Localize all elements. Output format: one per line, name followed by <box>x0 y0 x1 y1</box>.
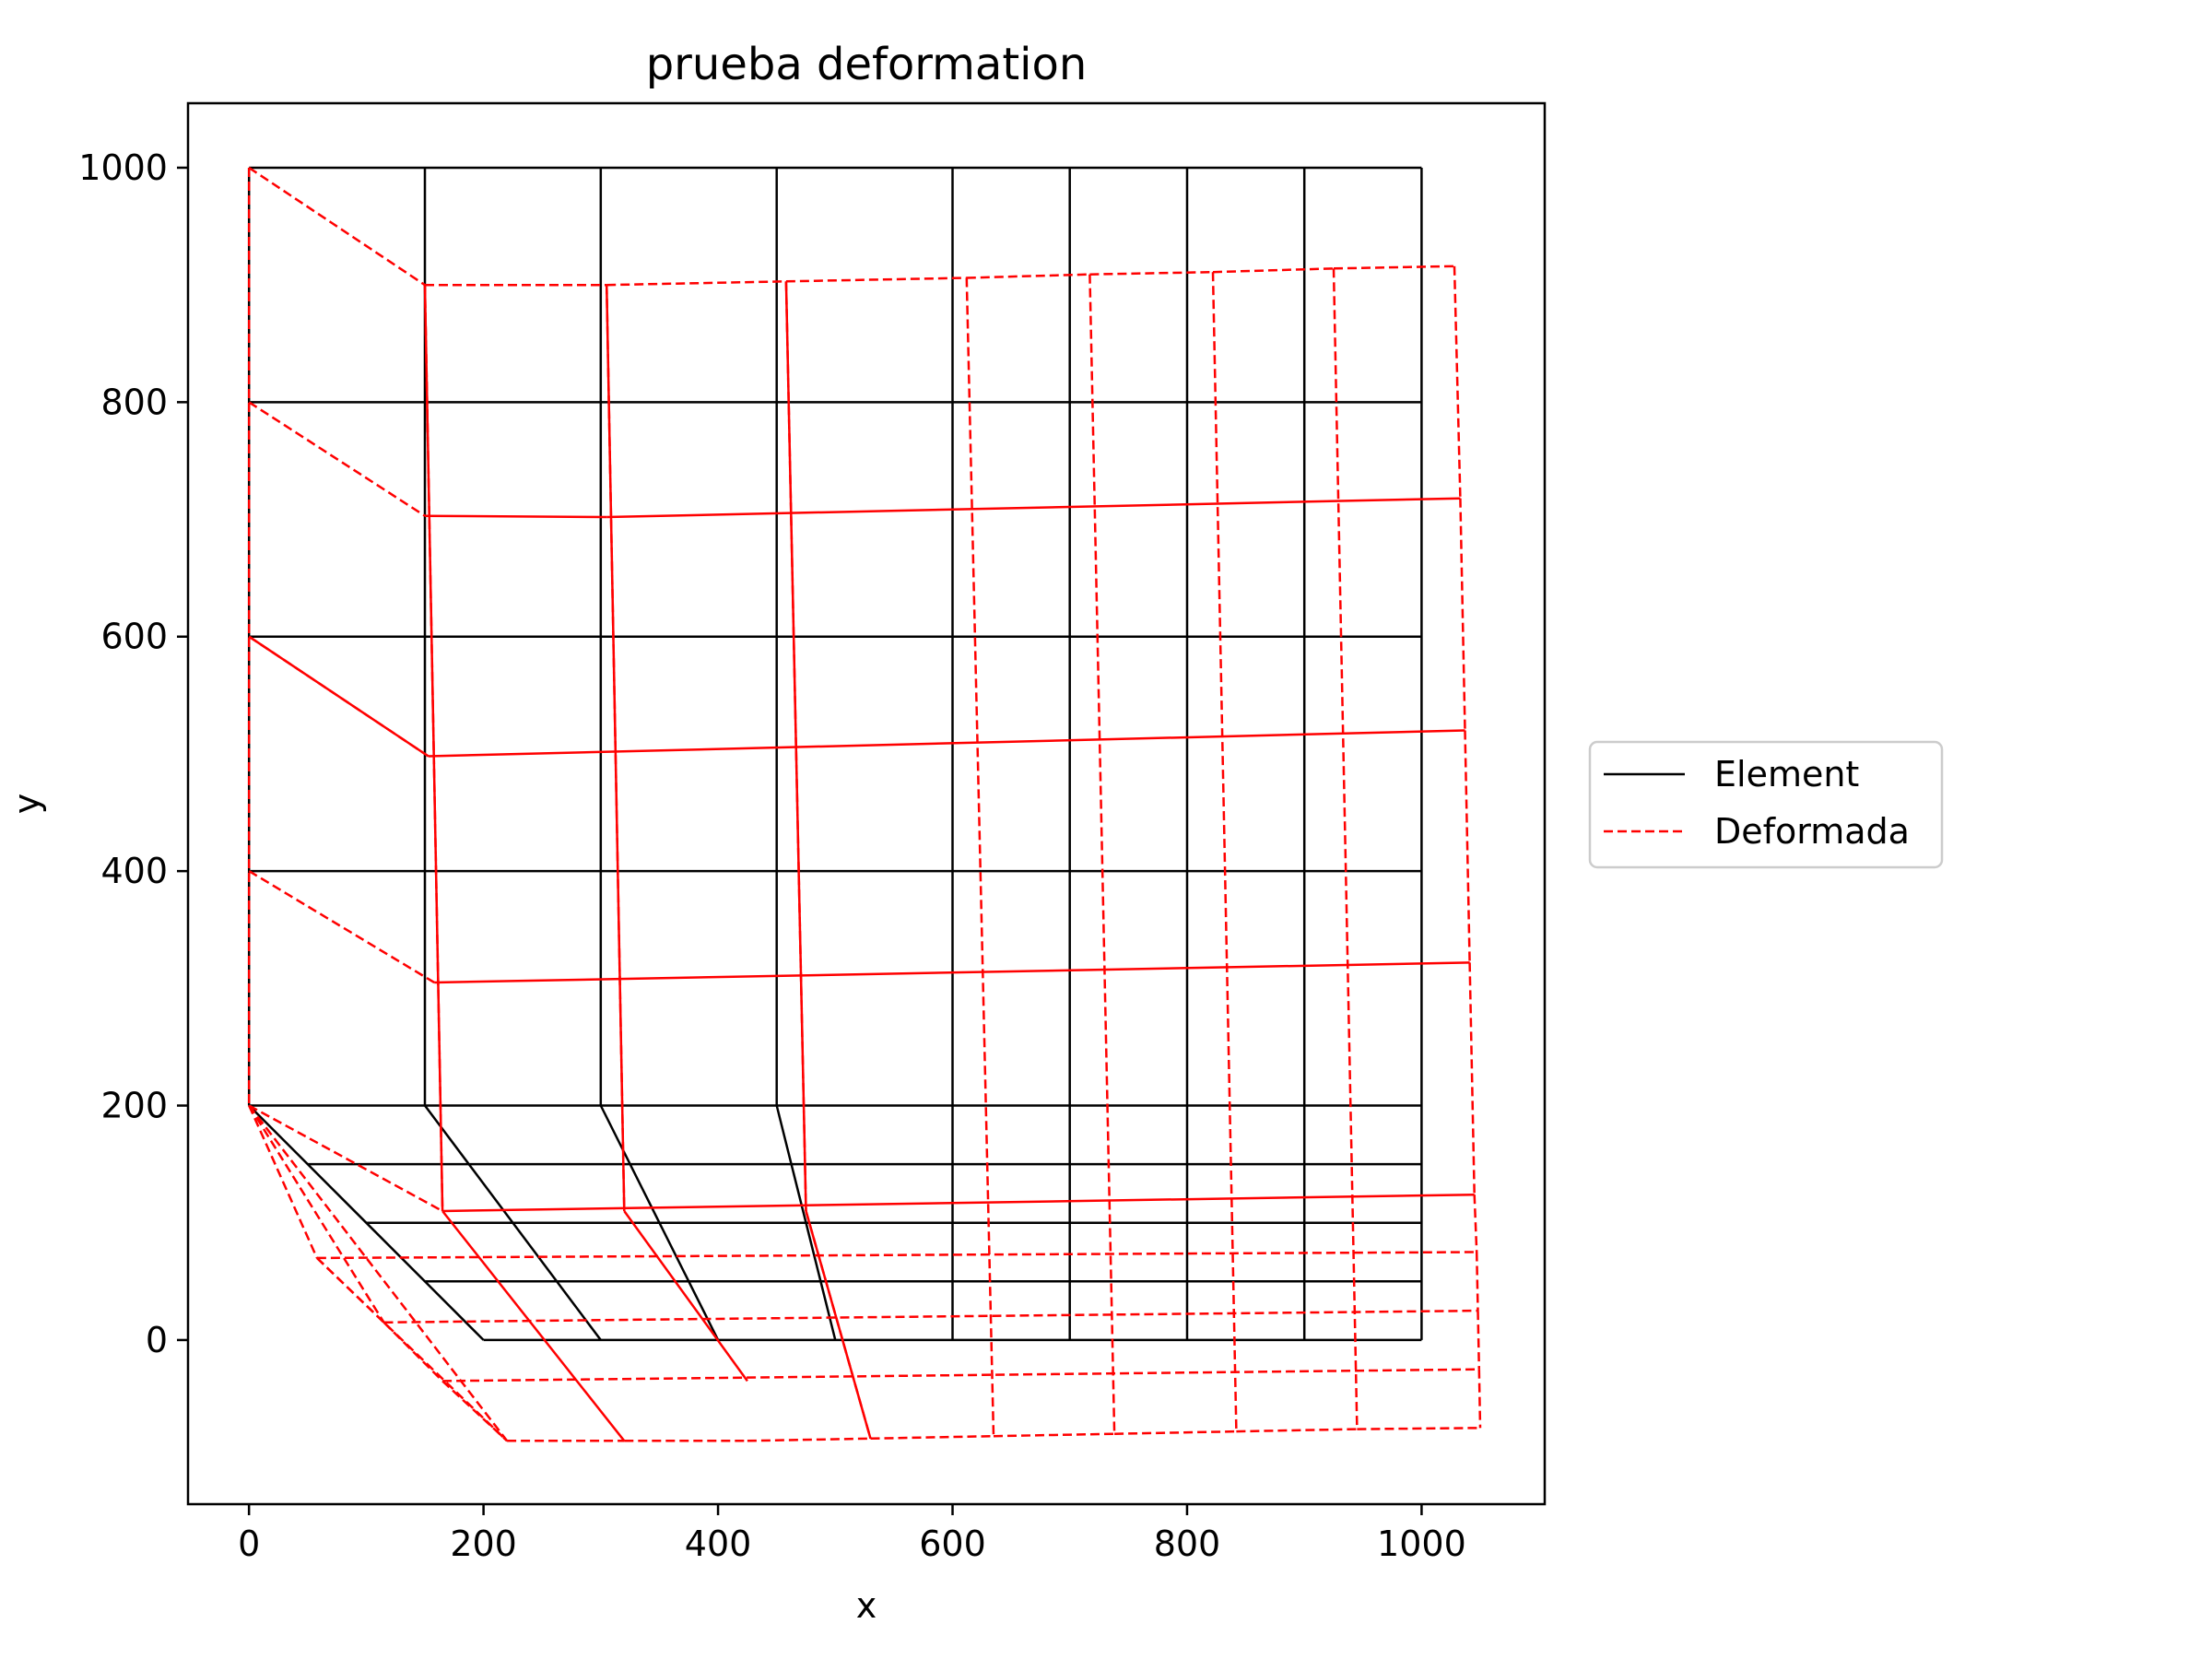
y-axis-label: y <box>6 794 47 815</box>
deformada-segment-12 <box>1468 962 1476 1195</box>
deformada-segment-6 <box>1089 270 1214 276</box>
deformada-segment-26 <box>248 1104 509 1442</box>
deformada-segment-9 <box>1453 265 1462 499</box>
deformada-segment-2 <box>428 729 1465 758</box>
y-tick-label: 600 <box>100 617 168 657</box>
x-axis-ticks: 0 200 400 600 800 1000 <box>238 1504 1466 1564</box>
deformada-segment-5 <box>423 285 444 1212</box>
deformada-segment-7 <box>1212 267 1335 274</box>
deformada-segment-15 <box>1477 1311 1481 1370</box>
deformada-segment-20 <box>248 1104 443 1213</box>
y-axis-ticks: 0 200 400 600 800 1000 <box>78 147 188 1360</box>
x-tick-label: 800 <box>1154 1524 1221 1564</box>
deformada-segment-36 <box>1114 1430 1237 1435</box>
deformada-segment-38 <box>1357 1427 1481 1430</box>
deformada-segment-17 <box>248 401 426 517</box>
deformada-segment-22 <box>248 1104 385 1324</box>
deformada-segment-8 <box>248 635 429 758</box>
deformada-segment-21 <box>248 1104 319 1259</box>
deformada-segment-11 <box>1464 730 1471 963</box>
y-tick-label: 400 <box>100 851 168 891</box>
y-tick-label: 800 <box>100 382 168 422</box>
deformada-segment-11 <box>805 1210 872 1440</box>
deformada-segment-13 <box>1473 1194 1478 1253</box>
deformada-segment-29 <box>383 1309 1478 1324</box>
x-tick-label: 200 <box>450 1524 517 1564</box>
deformada-segment-19 <box>248 870 435 984</box>
chart-title: prueba deformation <box>646 39 1088 90</box>
deformada-segment-30 <box>442 1368 1479 1382</box>
deformada-segment-33 <box>747 1437 871 1442</box>
deformada-segment-46 <box>1332 268 1359 1430</box>
plot-frame <box>186 101 1547 1506</box>
deformada-segment-37 <box>1236 1428 1358 1433</box>
deformada-segment-3 <box>434 961 1470 984</box>
x-axis-label: x <box>856 1585 877 1626</box>
element-segment-19 <box>423 1104 602 1341</box>
deformada-segment-4 <box>442 1193 1475 1213</box>
x-tick-label: 1000 <box>1377 1524 1466 1564</box>
deformada-segment-35 <box>993 1432 1115 1438</box>
deformada-segment-8 <box>1333 265 1455 270</box>
deformada-segment-0 <box>424 514 607 519</box>
legend-label-deformada: Deformada <box>1714 811 1910 852</box>
deformada-segment-27 <box>316 1256 508 1442</box>
legend-label-element: Element <box>1714 754 1859 794</box>
deformada-segment-44 <box>1088 274 1116 1434</box>
deformada-segment-43 <box>965 277 995 1437</box>
x-tick-label: 400 <box>685 1524 752 1564</box>
deformada-segment-5 <box>966 273 1090 279</box>
y-tick-label: 0 <box>146 1320 168 1360</box>
element-segment-20 <box>599 1104 720 1341</box>
deformada-segment-10 <box>1459 498 1466 731</box>
y-tick-label: 1000 <box>78 147 168 188</box>
element-segment-21 <box>775 1105 837 1341</box>
y-tick-label: 200 <box>100 1086 168 1126</box>
deformada-segment-7 <box>784 281 807 1212</box>
legend: Element Deformada <box>1588 740 1944 869</box>
deformada-segment-9 <box>441 1210 626 1442</box>
series-deformada-solid <box>248 281 1475 1442</box>
x-tick-label: 600 <box>919 1524 986 1564</box>
deformada-segment-6 <box>605 285 626 1212</box>
deformada-segment-34 <box>870 1434 994 1441</box>
deformada-segment-45 <box>1211 272 1238 1432</box>
deformada-segment-28 <box>316 1251 1476 1260</box>
deformada-segment-4 <box>785 276 967 283</box>
deformada-segment-10 <box>623 1210 748 1382</box>
deformada-segment-3 <box>606 280 786 287</box>
element-segment-18 <box>248 1104 485 1341</box>
x-tick-label: 0 <box>238 1524 260 1564</box>
deformada-segment-1 <box>248 166 426 287</box>
deformada-segment-1 <box>606 497 1461 519</box>
deformada-segment-16 <box>1477 1369 1482 1429</box>
